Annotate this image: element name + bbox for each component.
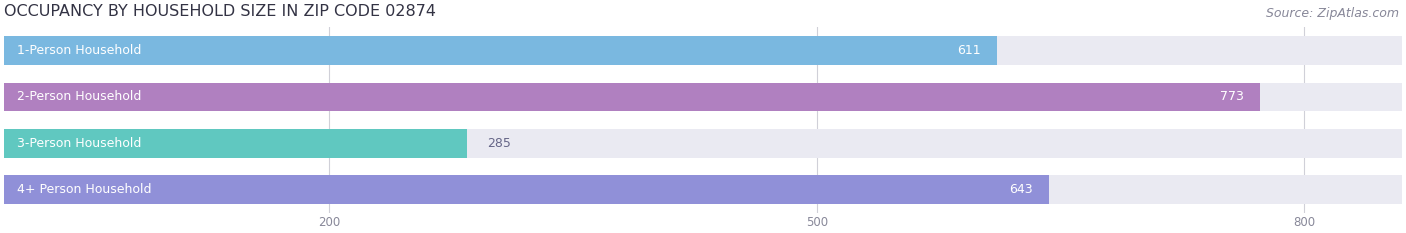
Text: OCCUPANCY BY HOUSEHOLD SIZE IN ZIP CODE 02874: OCCUPANCY BY HOUSEHOLD SIZE IN ZIP CODE … xyxy=(4,4,436,19)
Text: 1-Person Household: 1-Person Household xyxy=(17,44,142,57)
Bar xyxy=(4,82,1402,111)
Text: 3-Person Household: 3-Person Household xyxy=(17,137,142,150)
Text: 643: 643 xyxy=(1010,183,1033,196)
Text: 2-Person Household: 2-Person Household xyxy=(17,90,142,103)
Bar xyxy=(4,82,1260,111)
Text: 4+ Person Household: 4+ Person Household xyxy=(17,183,152,196)
Text: 773: 773 xyxy=(1220,90,1244,103)
Bar xyxy=(4,175,1049,204)
Text: 285: 285 xyxy=(486,137,510,150)
Text: Source: ZipAtlas.com: Source: ZipAtlas.com xyxy=(1265,7,1399,20)
Text: 611: 611 xyxy=(957,44,981,57)
Bar xyxy=(4,129,467,158)
Bar xyxy=(4,36,1402,65)
Bar xyxy=(4,175,1402,204)
Bar xyxy=(4,36,997,65)
Bar xyxy=(4,129,1402,158)
